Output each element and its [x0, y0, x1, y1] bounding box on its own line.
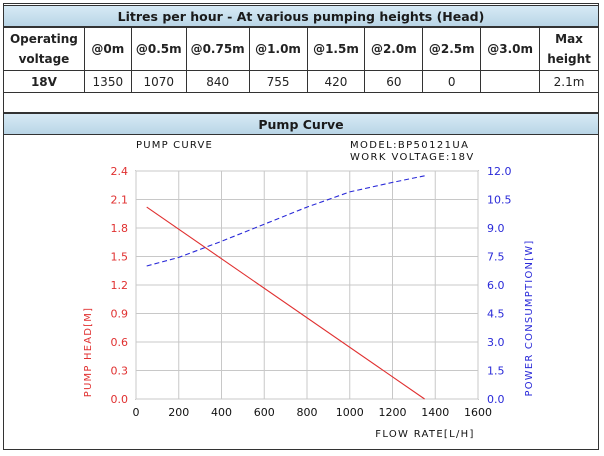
chart-model: MODEL:BP50121UA	[350, 140, 469, 151]
chart-section-title: Pump Curve	[3, 113, 599, 135]
table-header-cell: @2.0m	[364, 27, 424, 71]
table-header-row: Operating voltage @0m @0.5m @0.75m @1.0m @1.5m…	[3, 27, 599, 71]
series-lines	[146, 175, 425, 400]
y-tick-label-left: 1.5	[111, 251, 129, 264]
table-header-cell: Max height	[539, 27, 599, 71]
x-axis-label: FLOW RATE[L/H]	[375, 429, 474, 440]
x-tick-label: 1200	[379, 406, 407, 419]
flow-table: Operating voltage @0m @0.5m @0.75m @1.0m @1.5m…	[3, 27, 599, 93]
x-tick-label: 200	[168, 406, 189, 419]
y-tick-label-right: 6.0	[487, 279, 505, 292]
x-tick-label: 600	[254, 406, 275, 419]
table-cell: 1070	[130, 70, 187, 93]
table-title: Litres per hour - At various pumping hei…	[3, 5, 599, 27]
x-tick-label: 800	[297, 406, 318, 419]
table-cell: 420	[306, 70, 366, 93]
y-tick-label-left: 2.1	[111, 194, 129, 207]
y-tick-label-right: 1.5	[487, 365, 505, 378]
table-header-cell: @1.0m	[248, 27, 308, 71]
y-axis-label-right: POWER CONSUMPTION[W]	[524, 240, 535, 397]
y-tick-label-left: 0.0	[111, 393, 129, 406]
y-tick-label-right: 7.5	[487, 251, 505, 264]
table-cell: 755	[248, 70, 308, 93]
table-header-cell: @3.0m	[480, 27, 541, 71]
y-tick-label-left: 0.3	[111, 365, 129, 378]
x-tick-label: 400	[211, 406, 232, 419]
table-header-cell: @0.75m	[185, 27, 250, 71]
y-tick-label-right: 4.5	[487, 308, 505, 321]
grid-lines	[135, 170, 479, 400]
x-tick-label: 1000	[336, 406, 364, 419]
y-tick-label-right: 9.0	[487, 222, 505, 235]
table-header-cell: Operating voltage	[3, 27, 85, 71]
y-tick-label-right: 3.0	[487, 336, 505, 349]
y-tick-label-right: 12.0	[487, 165, 512, 178]
spacer-row	[3, 91, 599, 113]
pump-head-line	[146, 206, 425, 400]
power-consumption-line	[146, 175, 425, 267]
x-tick-label: 1600	[464, 406, 492, 419]
page-frame	[3, 3, 599, 450]
x-tick-label: 0	[133, 406, 140, 419]
y-tick-label-right: 0.0	[487, 393, 505, 406]
y-tick-label-left: 0.9	[111, 308, 129, 321]
table-cell: 840	[185, 70, 250, 93]
chart-header-left: PUMP CURVE	[136, 140, 213, 151]
table-cell: 2.1m	[539, 70, 599, 93]
y-tick-label-left: 0.6	[111, 336, 129, 349]
table-header-cell: @1.5m	[306, 27, 366, 71]
y-tick-label-left: 1.8	[111, 222, 129, 235]
y-tick-label-right: 10.5	[487, 194, 512, 207]
x-tick-label: 1400	[421, 406, 449, 419]
table-cell: 18V	[3, 70, 85, 93]
table-header-cell: @0.5m	[130, 27, 187, 71]
table-header-cell: @0m	[83, 27, 132, 71]
table-cell: 0	[422, 70, 482, 93]
y-axis-label-left: PUMP HEAD[M]	[83, 307, 94, 397]
y-tick-label-left: 2.4	[111, 165, 129, 178]
y-tick-label-left: 1.2	[111, 279, 129, 292]
chart-voltage: WORK VOLTAGE:18V	[350, 152, 475, 163]
table-row: 18V 1350 1070 840 755 420 60 0 2.1m	[3, 70, 599, 93]
